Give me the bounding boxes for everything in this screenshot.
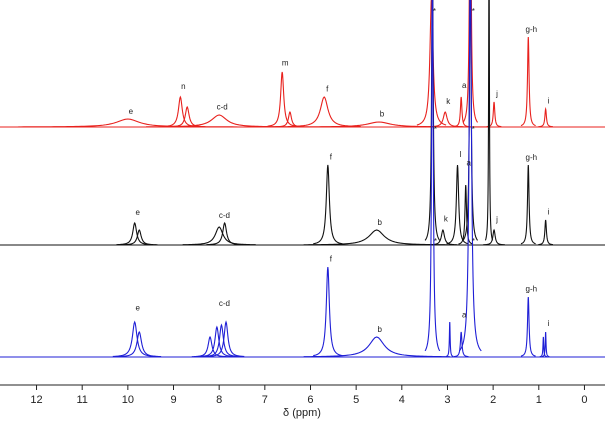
peak [18,118,238,128]
peak-label: e [135,208,140,217]
peak [458,0,482,352]
x-axis-label: δ (ppm) [283,407,321,419]
x-tick-label: 4 [399,394,405,406]
peak-label: b [377,218,382,227]
peak-label: i [548,319,550,328]
peak [484,0,494,241]
peak [120,229,158,246]
peak [541,331,550,358]
peak-label: j [495,215,498,224]
peak-label: * [434,237,437,246]
peak-label: a [462,311,467,320]
peak [539,336,548,358]
spectra [0,0,605,358]
peak [538,106,553,128]
peak-label: a [462,81,467,90]
x-tick-label: 8 [216,394,222,406]
peak [313,266,343,357]
peak-label: i [548,208,550,217]
peak [182,226,256,246]
x-tick-label: 6 [307,394,313,406]
peak [446,164,469,245]
peak [424,0,441,241]
peak [458,184,474,245]
x-tick-label: 3 [444,394,450,406]
peak-label: e [129,107,134,116]
peak [424,0,441,352]
peak-label: c-d [219,211,230,220]
peak [483,228,506,246]
peak [303,336,450,358]
peak-label: k [446,97,451,106]
peak [462,0,479,241]
peak [269,121,489,128]
peak-label: b [377,325,382,334]
peak-label: g-h [526,25,538,34]
peak-label: f [330,152,333,161]
peak-label: a [467,159,472,168]
x-tick-label: 2 [490,394,496,406]
peak-label: j [495,89,498,98]
peak [462,0,479,123]
peak [445,321,454,357]
x-tick-label: 9 [170,394,176,406]
x-tick-label: 10 [122,394,134,406]
peak-label: * [434,125,437,134]
peak [162,95,199,128]
peak-label: * [472,237,475,246]
peak [520,164,536,245]
peak-label: * [433,7,436,16]
peak-label: g-h [526,285,538,294]
peak [191,335,229,358]
peak [303,229,450,246]
peak-label: f [326,84,329,93]
peak-label: g-h [526,153,538,162]
peak-label: k [444,214,449,223]
peak-label: f [330,254,333,263]
peak-label: l [460,150,462,159]
peak [117,330,162,358]
peak [520,296,536,357]
peak-label: c-d [217,103,228,112]
peak-label: c-d [219,299,230,308]
peak-label: * [472,7,475,16]
peak [520,36,536,127]
peak [428,228,458,246]
peak-label: n [181,82,185,91]
peak [146,114,293,128]
x-tick-label: 11 [76,394,87,406]
peak-label: e [135,303,140,312]
peak [313,164,343,245]
x-tick-label: 1 [536,394,542,406]
x-tick-label: 7 [262,394,268,406]
peak [287,96,361,128]
peak-label: m [282,59,289,68]
peak-label: b [380,110,385,119]
x-tick-label: 12 [30,394,42,406]
peak [538,219,554,246]
peak [453,96,469,128]
peak [207,320,245,358]
peak [453,331,469,358]
peak [267,71,297,127]
peak [198,325,236,358]
peak [206,221,243,246]
x-tick-label: 0 [581,394,587,406]
x-tick-label: 5 [353,394,359,406]
peak-label: i [548,97,550,106]
peak-label: * [472,125,475,134]
